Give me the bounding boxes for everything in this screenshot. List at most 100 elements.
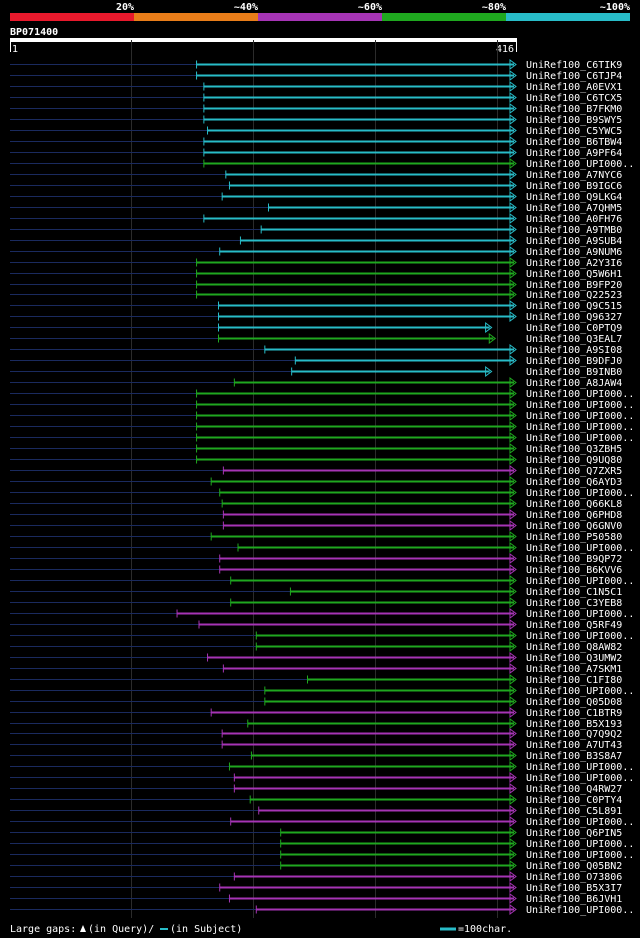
hit-arrow (509, 224, 517, 235)
hit-label[interactable]: UniRef100_UPI000.. (526, 686, 634, 697)
hit-label[interactable]: UniRef100_P50580 (526, 532, 622, 543)
hit-label[interactable]: UniRef100_B6JVH1 (526, 894, 622, 905)
hit-arrow (509, 279, 517, 290)
hit-label[interactable]: UniRef100_Q9UQ80 (526, 455, 622, 466)
hit-label[interactable]: UniRef100_C0PTQ9 (526, 323, 622, 334)
hit-label[interactable]: UniRef100_B5X3I7 (526, 883, 622, 894)
hit-label[interactable]: UniRef100_A7SKM1 (526, 664, 622, 675)
hit-label[interactable]: UniRef100_UPI000.. (526, 905, 634, 916)
hit-label[interactable]: UniRef100_Q3UMW2 (526, 653, 622, 664)
hit-arrow (509, 377, 517, 388)
hit-label[interactable]: UniRef100_UPI000.. (526, 773, 634, 784)
hit-label[interactable]: UniRef100_Q7Q9Q2 (526, 729, 622, 740)
hit-label[interactable]: UniRef100_C6TIK9 (526, 60, 622, 71)
hit-label[interactable]: UniRef100_B9QP72 (526, 554, 622, 565)
hit-label[interactable]: UniRef100_Q5W6H1 (526, 269, 622, 280)
hit-label[interactable]: UniRef100_C1N5C1 (526, 587, 622, 598)
hit-label[interactable]: UniRef100_UPI000.. (526, 576, 634, 587)
hit-arrow (509, 728, 517, 739)
hit-rows: UniRef100_C6TIK9UniRef100_C6TJP4UniRef10… (10, 59, 634, 916)
hit-label[interactable]: UniRef100_Q8AW82 (526, 642, 622, 653)
hit-arrow (509, 542, 517, 553)
hit-label[interactable]: UniRef100_B9IGC6 (526, 181, 622, 192)
hit-arrow (509, 103, 517, 114)
hit-label[interactable]: UniRef100_C5YWC5 (526, 126, 622, 137)
hit-label[interactable]: UniRef100_B5X193 (526, 719, 622, 730)
hit-label[interactable]: UniRef100_UPI000.. (526, 422, 634, 433)
hit-label[interactable]: UniRef100_C5L891 (526, 806, 622, 817)
hit-label[interactable]: UniRef100_B7FKM0 (526, 104, 622, 115)
hit-label[interactable]: UniRef100_A0EVX1 (526, 82, 622, 93)
hit-label[interactable]: UniRef100_A9SI08 (526, 345, 622, 356)
hit-label[interactable]: UniRef100_Q05D08 (526, 697, 622, 708)
hit-arrow (509, 191, 517, 202)
hit-label[interactable]: UniRef100_Q6AYD3 (526, 477, 622, 488)
hit-label[interactable]: UniRef100_UPI000.. (526, 609, 634, 620)
hit-label[interactable]: UniRef100_A7QHM5 (526, 203, 622, 214)
hit-arrow (488, 333, 497, 344)
hit-label[interactable]: UniRef100_B9INB0 (526, 367, 622, 378)
hit-label[interactable]: UniRef100_A7NYC6 (526, 170, 622, 181)
hit-label[interactable]: UniRef100_C6TCX5 (526, 93, 622, 104)
hit-label[interactable]: UniRef100_C1BTR9 (526, 708, 622, 719)
hit-label[interactable]: UniRef100_Q7ZXR5 (526, 466, 622, 477)
legend-tick-60: ~60% (358, 2, 382, 13)
hit-label[interactable]: UniRef100_A9SUB4 (526, 236, 622, 247)
hit-label[interactable]: UniRef100_Q4RW27 (526, 784, 622, 795)
hit-label[interactable]: UniRef100_Q96327 (526, 312, 622, 323)
hit-label[interactable]: UniRef100_UPI000.. (526, 850, 634, 861)
hit-label[interactable]: UniRef100_Q3ZBH5 (526, 444, 622, 455)
hit-arrow (509, 399, 517, 410)
legend-swatch-20 (10, 13, 134, 21)
hit-label[interactable]: UniRef100_O73806 (526, 872, 622, 883)
hit-label[interactable]: UniRef100_A8JAW4 (526, 378, 622, 389)
hit-label[interactable]: UniRef100_B6KVV6 (526, 565, 622, 576)
hit-label[interactable]: UniRef100_B9FP20 (526, 280, 622, 291)
hit-label[interactable]: UniRef100_A9PF64 (526, 148, 622, 159)
hit-label[interactable]: UniRef100_A9TMB0 (526, 225, 622, 236)
hit-label[interactable]: UniRef100_UPI000.. (526, 762, 634, 773)
hit-label[interactable]: UniRef100_Q6GNV0 (526, 521, 622, 532)
hit-label[interactable]: UniRef100_A7UT43 (526, 740, 622, 751)
hit-label[interactable]: UniRef100_A9NUM6 (526, 247, 622, 258)
hit-label[interactable]: UniRef100_UPI000.. (526, 488, 634, 499)
hit-arrow (509, 674, 517, 685)
hit-label[interactable]: UniRef100_C3YEB8 (526, 598, 622, 609)
hit-label[interactable]: UniRef100_UPI000.. (526, 433, 634, 444)
hit-label[interactable]: UniRef100_Q9LKG4 (526, 192, 622, 203)
hit-label[interactable]: UniRef100_B9SWY5 (526, 115, 622, 126)
hit-arrow (509, 257, 517, 268)
hit-label[interactable]: UniRef100_Q05BN2 (526, 861, 622, 872)
hit-label[interactable]: UniRef100_Q6PIN5 (526, 828, 622, 839)
hit-label[interactable]: UniRef100_A0FH76 (526, 214, 622, 225)
hit-label[interactable]: UniRef100_Q9C515 (526, 301, 622, 312)
hit-label[interactable]: UniRef100_UPI000.. (526, 400, 634, 411)
hit-label[interactable]: UniRef100_UPI000.. (526, 543, 634, 554)
hit-label[interactable]: UniRef100_UPI000.. (526, 631, 634, 642)
hit-arrow (509, 520, 517, 531)
hit-label[interactable]: UniRef100_UPI000.. (526, 159, 634, 170)
hit-label[interactable]: UniRef100_B9DFJ0 (526, 356, 622, 367)
hit-arrow (509, 597, 517, 608)
subject-gap-text: (in Subject) (170, 924, 242, 935)
hit-label[interactable]: UniRef100_B6TBW4 (526, 137, 622, 148)
hit-arrow (509, 70, 517, 81)
hit-label[interactable]: UniRef100_UPI000.. (526, 389, 634, 400)
hit-label[interactable]: UniRef100_UPI000.. (526, 411, 634, 422)
hit-arrow (509, 443, 517, 454)
hit-label[interactable]: UniRef100_Q66KL8 (526, 499, 622, 510)
hit-arrow (509, 344, 517, 355)
legend-swatch-40 (134, 13, 258, 21)
hit-label[interactable]: UniRef100_C0PTY4 (526, 795, 622, 806)
hit-label[interactable]: UniRef100_Q5RF49 (526, 620, 622, 631)
hit-label[interactable]: UniRef100_A2Y3I6 (526, 258, 622, 269)
hit-label[interactable]: UniRef100_Q3EAL7 (526, 334, 622, 345)
hit-label[interactable]: UniRef100_C6TJP4 (526, 71, 622, 82)
hit-arrow (509, 750, 517, 761)
hit-label[interactable]: UniRef100_Q22523 (526, 290, 622, 301)
hit-label[interactable]: UniRef100_UPI000.. (526, 817, 634, 828)
hit-label[interactable]: UniRef100_UPI000.. (526, 839, 634, 850)
hit-label[interactable]: UniRef100_Q6PHD8 (526, 510, 622, 521)
hit-label[interactable]: UniRef100_C1FI80 (526, 675, 622, 686)
hit-label[interactable]: UniRef100_B3S8A7 (526, 751, 622, 762)
